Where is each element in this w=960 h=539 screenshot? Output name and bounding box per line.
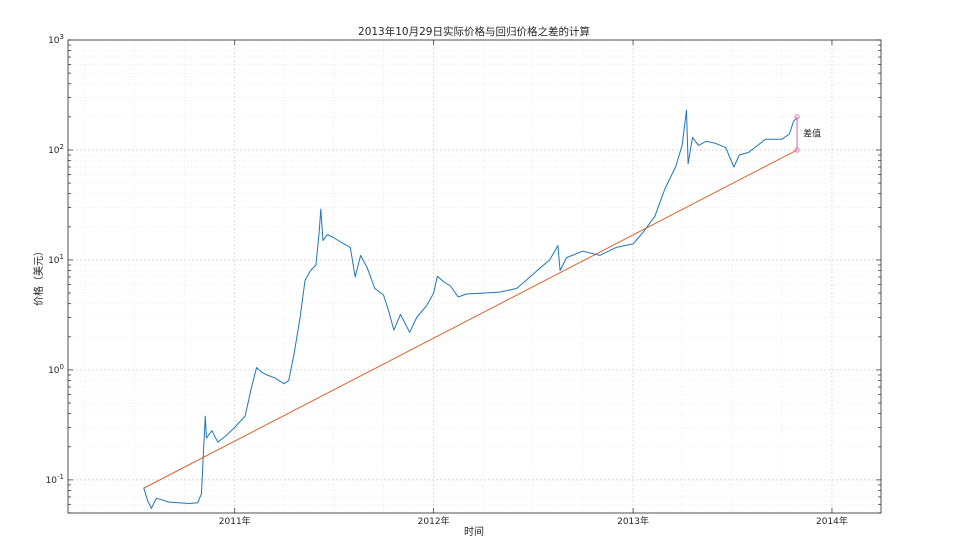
actual-price-line: [143, 109, 798, 509]
x-tick-label: 2011年: [219, 515, 251, 527]
grid-layer: [68, 39, 881, 514]
y-tick-label-base: 10: [48, 366, 60, 376]
y-tick-label-base: 10: [48, 36, 60, 46]
y-tick-label-exponent: 3: [60, 33, 64, 41]
plot-area-frame: [67, 39, 882, 514]
actual-point-marker: [794, 114, 800, 120]
y-tick-label-exponent: -1: [57, 473, 64, 481]
y-tick-label: 101: [48, 253, 64, 266]
chart-title: 2013年10月29日实际价格与回归价格之差的计算: [358, 25, 590, 38]
y-tick-label: 102: [48, 143, 64, 156]
series-layer: [143, 109, 798, 509]
y-tick-label: 10-1: [46, 473, 64, 486]
y-tick-label-exponent: 1: [60, 253, 64, 261]
y-tick-label-base: 10: [48, 146, 60, 156]
y-tick-label-base: 10: [46, 476, 58, 486]
annotation-layer: 差值: [794, 114, 821, 153]
y-axis-label: 价格（美元）: [32, 246, 45, 306]
regression-price-line: [143, 149, 798, 489]
x-tick-label: 2014年: [816, 515, 848, 527]
difference-label: 差值: [803, 127, 821, 139]
y-tick-label-exponent: 0: [60, 363, 64, 371]
x-tick-label: 2013年: [617, 515, 649, 527]
y-tick-label-exponent: 2: [60, 143, 64, 151]
y-tick-label: 103: [48, 33, 64, 46]
x-tick-label: 2012年: [418, 515, 450, 527]
y-tick-label-base: 10: [48, 256, 60, 266]
x-axis-label: 时间: [464, 525, 484, 538]
y-tick-label: 100: [48, 363, 64, 376]
regression-point-marker: [794, 147, 800, 153]
